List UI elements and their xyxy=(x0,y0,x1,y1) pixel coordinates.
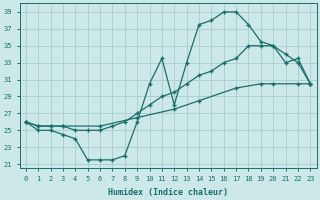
X-axis label: Humidex (Indice chaleur): Humidex (Indice chaleur) xyxy=(108,188,228,197)
